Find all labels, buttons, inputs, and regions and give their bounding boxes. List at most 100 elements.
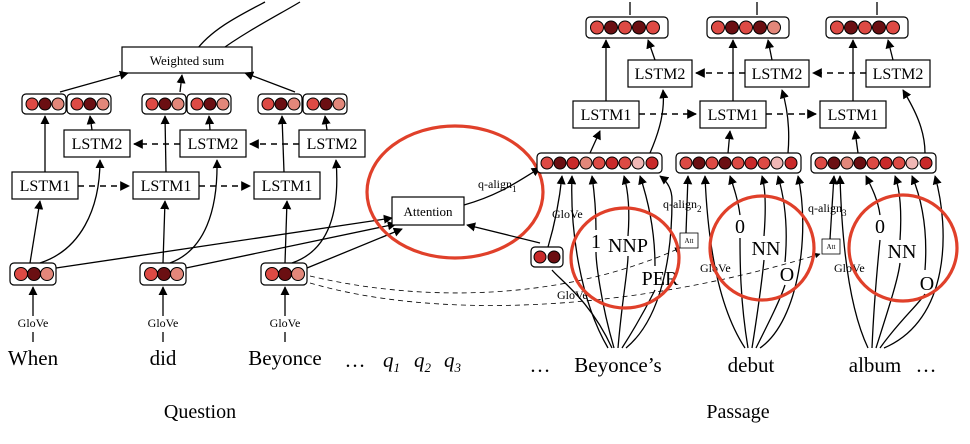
q-align-2-label: q-align2	[663, 197, 702, 214]
q-token-3: q3	[444, 348, 462, 375]
q-top-vector-6	[302, 93, 348, 115]
q-glove-label-3: GloVe	[270, 316, 301, 330]
p-lstm2-box-3	[865, 59, 931, 88]
p-lstm2-up-1	[646, 39, 656, 61]
att-up-1	[683, 175, 693, 234]
p-word-3: album	[849, 353, 902, 377]
p-top-vector-2	[706, 16, 790, 39]
p-word-fan-1	[551, 175, 673, 349]
p-lstm2-up-3	[885, 39, 895, 61]
p-lstm2-box-2	[744, 59, 810, 88]
q-glove-up-3	[282, 200, 292, 264]
attention-label: Attention	[403, 204, 453, 219]
q-glove-vector-2	[139, 262, 187, 286]
q-lstm1-label-2: LSTM1	[141, 178, 192, 195]
q-align-3-label: q-align3	[808, 201, 847, 218]
p-lstm2-label-2: LSTM2	[752, 66, 803, 83]
q-word-3: Beyonce	[248, 346, 321, 370]
att-up-2	[828, 175, 839, 240]
p-lstm2-label-1: LSTM2	[635, 66, 686, 83]
p-feature-vector-1	[536, 152, 663, 174]
p-feature-vector-3	[810, 152, 937, 174]
q-glove-up-2	[160, 200, 170, 264]
p-lstm1-label-2: LSTM1	[708, 107, 759, 124]
q-lstm2-up-1	[86, 115, 96, 131]
p-feat-up-3	[851, 130, 861, 154]
q-token-1: q1	[383, 348, 400, 375]
q-glove-label-2: GloVe	[148, 316, 179, 330]
weighted-sum-label: Weighted sum	[150, 53, 224, 68]
feat-pos-3: NN	[888, 241, 917, 263]
q-lstm2-box-3	[298, 129, 366, 158]
q-to-attention-1	[55, 214, 393, 269]
p-feat-up-2	[724, 130, 734, 154]
q-lstm2-box-2	[179, 129, 247, 158]
p-lstm1-label-1: LSTM1	[581, 107, 632, 124]
q-top-vector-2	[66, 93, 112, 115]
q-glove-vector-1	[9, 262, 57, 286]
q-lstm1-up-3	[277, 115, 287, 173]
att-box-1	[679, 232, 699, 249]
q-lstm1-box-3	[253, 171, 321, 200]
q-glove-label-1: GloVe	[18, 316, 49, 330]
q-lstm2-box-1	[63, 129, 131, 158]
q-lstm1-label-3: LSTM1	[262, 178, 313, 195]
p-glove-up	[547, 175, 566, 248]
feat-em-2: 0	[735, 216, 745, 238]
attention-highlight-circle	[365, 124, 545, 260]
output-curve-1	[194, 1, 266, 53]
feature-highlight-circle-3	[847, 193, 959, 303]
to-wsum-arrow-2	[176, 74, 186, 93]
weighted-sum-box	[121, 46, 253, 74]
p-top-vector-3	[825, 16, 909, 39]
p-lstm1-box-3	[819, 100, 887, 129]
to-wsum-arrow-1	[59, 70, 129, 93]
q-top-vector-3	[141, 93, 187, 115]
feat-ner-2: O	[780, 264, 794, 286]
p-lead-ellipsis: …	[530, 353, 551, 377]
q-to-attention-3	[306, 227, 403, 269]
q-glove-curve-2	[169, 159, 222, 264]
q-lstm2-label-3: LSTM2	[307, 136, 358, 153]
attention-to-passage	[463, 167, 541, 206]
p-lstm2-box-1	[627, 59, 693, 88]
q-top-vector-5	[257, 93, 303, 115]
q-top-vector-1	[21, 93, 67, 115]
q-word-1: When	[8, 346, 59, 370]
q-lstm2-label-1: LSTM2	[72, 136, 123, 153]
q-token-2: q2	[414, 348, 432, 375]
p-lstm1-box-1	[572, 100, 640, 129]
q-ellipsis: …	[345, 348, 366, 372]
q-glove-curve-3	[291, 159, 342, 264]
q-to-attention-2	[185, 221, 397, 269]
q-lstm2-up-2	[205, 115, 215, 131]
q-glove-curve-1	[39, 159, 105, 264]
feat-pos-2: NN	[752, 238, 781, 260]
q-lstm2-up-3	[321, 115, 331, 131]
p-lstm1-label-3: LSTM1	[828, 107, 879, 124]
p-glove-vector	[530, 246, 564, 268]
p-trail-ellipsis: …	[916, 353, 937, 377]
p-word-1: Beyonce’s	[574, 353, 661, 377]
to-wsum-arrow-3	[244, 71, 296, 93]
att-label-1: Att	[685, 237, 694, 245]
q-to-att-dash-1	[309, 247, 681, 294]
passage-glove-to-attention	[466, 222, 541, 244]
p-lstm2-label-3: LSTM2	[873, 66, 924, 83]
p-feat-curve-1	[649, 89, 669, 154]
p-feat-curve-3	[902, 89, 926, 154]
feat-pos-1: NNP	[608, 235, 648, 257]
q-to-att-dash-2	[309, 252, 821, 306]
q-glove-up-1	[29, 200, 44, 264]
p-feat-up-1	[589, 130, 601, 154]
p-lstm2-up-2	[765, 39, 775, 61]
p-feature-vector-2	[675, 152, 802, 174]
p-glove-label-3: GloVe	[834, 261, 865, 275]
q-top-vector-4	[186, 93, 232, 115]
q-glove-vector-3	[260, 262, 308, 286]
q-lstm1-label-1: LSTM1	[20, 178, 71, 195]
passage-caption: Passage	[706, 401, 769, 423]
p-word-2: debut	[728, 353, 775, 377]
feat-ner-3: O	[920, 273, 934, 295]
